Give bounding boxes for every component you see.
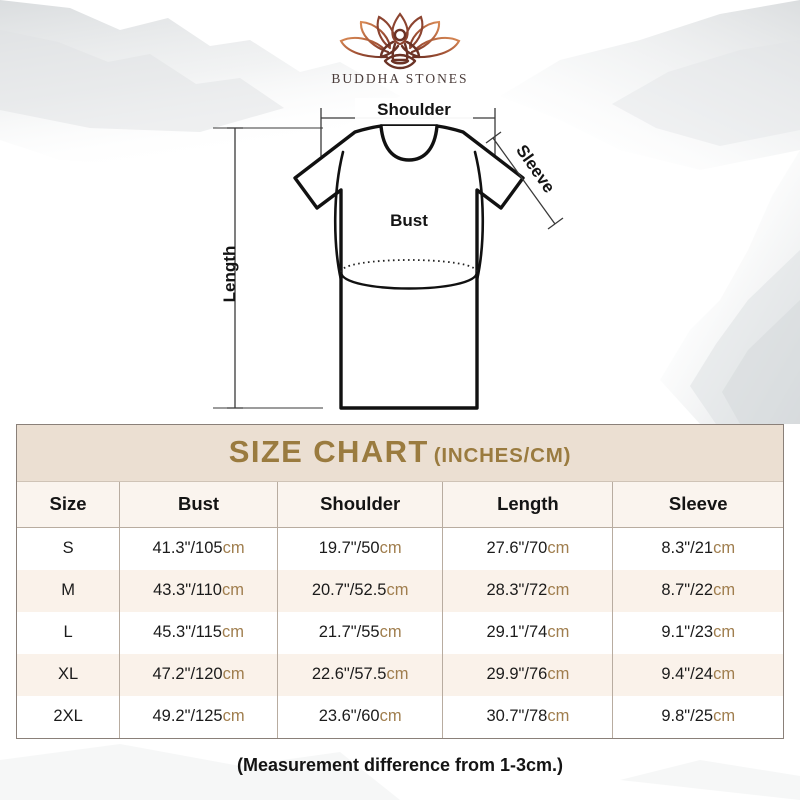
cell-size: S <box>17 527 121 570</box>
cell-sleeve: 8.3"/21cm <box>661 539 736 557</box>
cell-bust: 41.3"/105cm <box>119 527 278 570</box>
size-chart-body: S 41.3"/105cm 19.7"/50cm 27.6"/70cm 8.3"… <box>17 527 783 738</box>
cell-sleeve: 9.8"/25cm <box>661 707 736 725</box>
size-chart-table: Size Bust Shoulder Length Sleeve S 41.3"… <box>17 482 783 738</box>
sleeve-label: Sleeve <box>512 141 558 196</box>
column-header-size: Size <box>17 482 121 528</box>
bust-line-dotted <box>340 259 478 273</box>
cell-size: M <box>17 570 121 612</box>
sleeve-dimension-line <box>485 131 564 230</box>
cell-size: 2XL <box>17 696 121 738</box>
cell-size: L <box>17 612 121 654</box>
table-row: S 41.3"/105cm 19.7"/50cm 27.6"/70cm 8.3"… <box>17 527 783 570</box>
t-shirt-measurement-diagram: Length Shoulder Bust Sleeve <box>213 98 564 410</box>
column-header-shoulder: Shoulder <box>277 482 444 528</box>
cell-shoulder: 22.6"/57.5cm <box>277 654 444 696</box>
cell-sleeve: 9.1"/23cm <box>661 623 736 641</box>
cell-sleeve: 8.7"/22cm <box>661 581 736 599</box>
measurement-disclaimer: (Measurement difference from 1-3cm.) <box>236 755 564 775</box>
bust-label: Bust <box>390 211 428 230</box>
table-row: L 45.3"/115cm 21.7"/55cm 29.1"/74cm 9.1"… <box>17 612 783 654</box>
column-header-length: Length <box>442 482 614 528</box>
length-label: Length <box>220 246 239 303</box>
cell-bust: 47.2"/120cm <box>119 654 278 696</box>
left-sleeve-seam <box>333 150 345 282</box>
lotus-meditation-icon <box>339 12 461 70</box>
cell-bust: 45.3"/115cm <box>119 612 278 654</box>
t-shirt-outline-icon <box>293 124 525 410</box>
table-header-row: Size Bust Shoulder Length Sleeve <box>17 482 783 528</box>
cell-length: 27.6"/70cm <box>442 527 614 570</box>
column-header-sleeve: Sleeve <box>612 482 783 528</box>
size-chart-title-bar: SIZE CHART (INCHES/CM) <box>17 425 783 482</box>
size-chart-title: SIZE CHART <box>228 434 429 469</box>
right-sleeve-seam <box>473 150 485 282</box>
cell-sleeve: 9.4"/24cm <box>661 665 736 683</box>
cell-bust: 43.3"/110cm <box>119 570 278 612</box>
size-chart-table-container: SIZE CHART (INCHES/CM) Size Bust Shoulder… <box>16 424 784 739</box>
cell-length: 30.7"/78cm <box>442 696 614 738</box>
cell-shoulder: 21.7"/55cm <box>277 612 444 654</box>
size-chart-units: (INCHES/CM) <box>433 444 572 467</box>
cell-shoulder: 23.6"/60cm <box>277 696 444 738</box>
bust-line-solid <box>339 271 479 290</box>
shoulder-label: Shoulder <box>377 100 451 119</box>
cell-shoulder: 20.7"/52.5cm <box>277 570 444 612</box>
cell-shoulder: 19.7"/50cm <box>277 527 444 570</box>
neckline <box>379 124 439 162</box>
cell-length: 29.1"/74cm <box>442 612 614 654</box>
table-row: 2XL 49.2"/125cm 23.6"/60cm 30.7"/78cm 9.… <box>17 696 783 738</box>
brand-logo-block: BUDDHA STONES <box>0 8 800 87</box>
cell-bust: 49.2"/125cm <box>119 696 278 738</box>
cell-size: XL <box>17 654 121 696</box>
cell-length: 29.9"/76cm <box>442 654 614 696</box>
brand-name: BUDDHA STONES <box>331 71 469 86</box>
cell-length: 28.3"/72cm <box>442 570 614 612</box>
length-dimension-line <box>213 127 323 409</box>
table-row: XL 47.2"/120cm 22.6"/57.5cm 29.9"/76cm 9… <box>17 654 783 696</box>
table-row: M 43.3"/110cm 20.7"/52.5cm 28.3"/72cm 8.… <box>17 570 783 612</box>
column-header-bust: Bust <box>119 482 278 528</box>
